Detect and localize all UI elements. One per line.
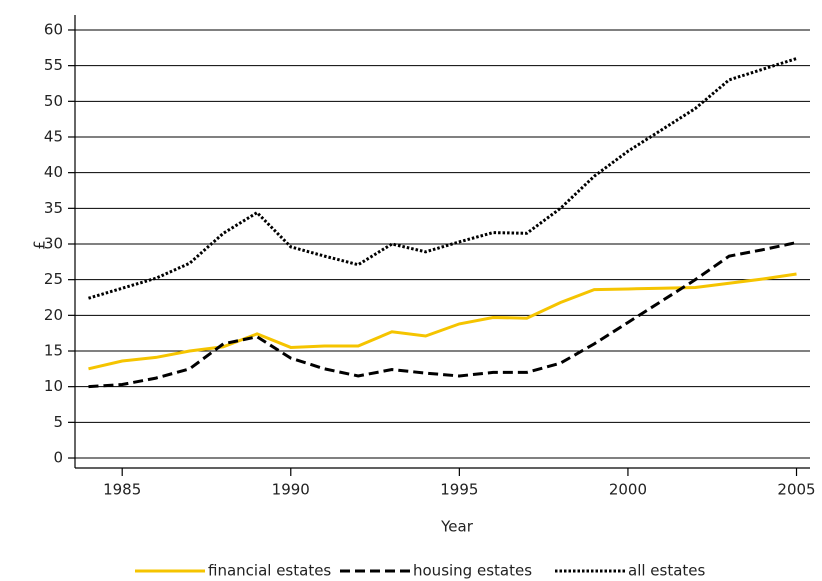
x-tick-label: 2005 <box>777 481 815 499</box>
series-line <box>88 57 797 300</box>
x-tick-label: 1985 <box>103 481 141 499</box>
legend-label: housing estates <box>413 562 532 580</box>
x-tick-label: 2000 <box>609 481 647 499</box>
y-axis-label: £ <box>31 240 49 250</box>
series-line <box>88 241 797 389</box>
y-tick-label: 55 <box>44 56 63 74</box>
x-tick-label: 1990 <box>272 481 310 499</box>
x-axis-label: Year <box>440 518 474 536</box>
y-tick-label: 20 <box>44 306 63 324</box>
y-tick-label: 45 <box>44 127 63 145</box>
x-tick-label: 1995 <box>440 481 478 499</box>
y-tick-label: 15 <box>44 342 63 360</box>
y-tick-label: 5 <box>53 413 63 431</box>
y-tick-label: 50 <box>44 92 63 110</box>
y-tick-label: 25 <box>44 270 63 288</box>
y-tick-label: 40 <box>44 163 63 181</box>
y-tick-label: 35 <box>44 199 63 217</box>
series-line <box>88 272 797 371</box>
y-tick-label: 10 <box>44 377 63 395</box>
legend-label: all estates <box>628 562 706 580</box>
legend-label: financial estates <box>208 562 331 580</box>
y-tick-label: 60 <box>44 20 63 38</box>
y-tick-label: 30 <box>44 234 63 252</box>
y-tick-label: 0 <box>53 449 63 467</box>
